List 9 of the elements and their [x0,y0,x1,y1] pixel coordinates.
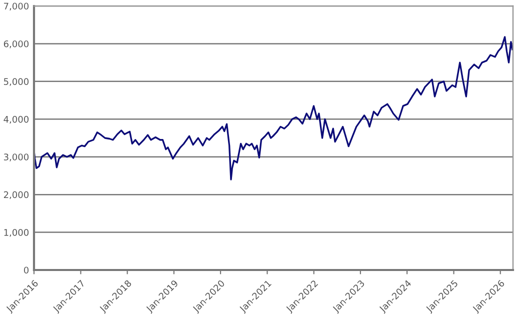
y-tick-label: 0 [24,266,29,274]
y-tick-label: 3,000 [4,154,29,162]
y-tick-label: 6,000 [4,40,29,48]
y-tick-label: 5,000 [4,78,29,86]
y-tick-label: 2,000 [4,191,29,200]
y-tick-label: 1,000 [4,229,29,237]
y-tick-label: 7,000 [4,2,29,10]
line-series [34,36,513,180]
y-tick-label: 4,000 [4,116,29,124]
